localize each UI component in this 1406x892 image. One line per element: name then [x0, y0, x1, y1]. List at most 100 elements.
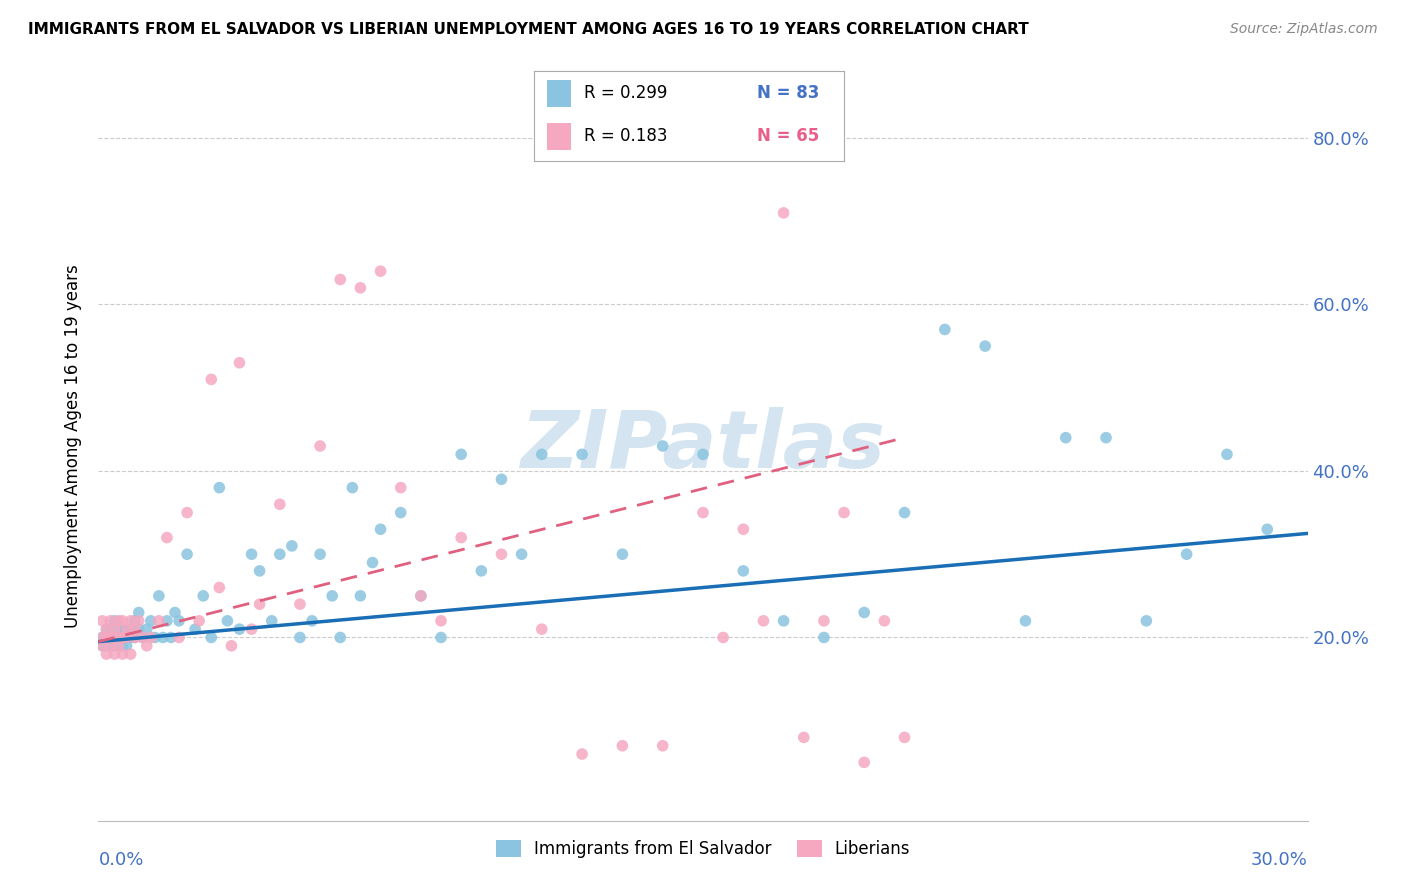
Point	[309, 547, 332, 561]
Point	[167, 631, 190, 645]
Point	[301, 614, 323, 628]
Point	[96, 631, 118, 645]
Point	[132, 631, 155, 645]
Point	[115, 622, 138, 636]
Point	[100, 631, 122, 645]
Point	[152, 631, 174, 645]
Point	[571, 447, 593, 461]
Point	[389, 506, 412, 520]
Point	[100, 622, 122, 636]
Point	[269, 497, 291, 511]
Point	[107, 631, 129, 645]
Point	[281, 539, 304, 553]
Point	[128, 614, 150, 628]
Point	[135, 622, 157, 636]
Point	[530, 447, 553, 461]
Point	[612, 547, 634, 561]
Text: R = 0.183: R = 0.183	[583, 128, 668, 145]
Point	[103, 631, 125, 645]
Point	[249, 597, 271, 611]
Text: ZIPatlas: ZIPatlas	[520, 407, 886, 485]
Point	[156, 614, 179, 628]
Point	[111, 622, 134, 636]
Point	[148, 589, 170, 603]
Point	[450, 531, 472, 545]
Point	[156, 531, 179, 545]
Point	[100, 631, 122, 645]
Point	[288, 597, 311, 611]
Point	[124, 622, 146, 636]
Point	[111, 639, 134, 653]
Point	[184, 622, 207, 636]
Legend: Immigrants from El Salvador, Liberians: Immigrants from El Salvador, Liberians	[489, 833, 917, 864]
Point	[96, 631, 118, 645]
Point	[249, 564, 271, 578]
Point	[692, 447, 714, 461]
Point	[115, 639, 138, 653]
Point	[120, 622, 142, 636]
Text: 30.0%: 30.0%	[1251, 851, 1308, 869]
Point	[711, 631, 734, 645]
Point	[309, 439, 332, 453]
Point	[91, 631, 114, 645]
Point	[135, 639, 157, 653]
Point	[221, 639, 243, 653]
Point	[111, 631, 134, 645]
Point	[692, 506, 714, 520]
Point	[163, 606, 186, 620]
Point	[124, 631, 146, 645]
Point	[188, 614, 211, 628]
Point	[651, 739, 673, 753]
Point	[1095, 431, 1118, 445]
Point	[370, 522, 392, 536]
Point	[793, 731, 815, 745]
Point	[124, 614, 146, 628]
Point	[491, 547, 513, 561]
Point	[91, 639, 114, 653]
Point	[111, 614, 134, 628]
Point	[100, 639, 122, 653]
Point	[510, 547, 533, 561]
Point	[342, 481, 364, 495]
Point	[228, 356, 250, 370]
Text: N = 83: N = 83	[756, 84, 820, 103]
Point	[772, 614, 794, 628]
Point	[361, 556, 384, 570]
Point	[96, 622, 118, 636]
Point	[143, 631, 166, 645]
Point	[91, 631, 114, 645]
Point	[893, 731, 915, 745]
Point	[430, 614, 453, 628]
Point	[148, 614, 170, 628]
Point	[96, 622, 118, 636]
Point	[389, 481, 412, 495]
Point	[107, 639, 129, 653]
Point	[1175, 547, 1198, 561]
Point	[103, 631, 125, 645]
Point	[115, 631, 138, 645]
Text: 0.0%: 0.0%	[98, 851, 143, 869]
Point	[893, 506, 915, 520]
Point	[167, 614, 190, 628]
Point	[120, 614, 142, 628]
Point	[120, 631, 142, 645]
Point	[91, 639, 114, 653]
Point	[832, 506, 855, 520]
Point	[370, 264, 392, 278]
Point	[349, 589, 371, 603]
Point	[91, 614, 114, 628]
Bar	[547, 123, 571, 150]
Point	[934, 322, 956, 336]
Point	[974, 339, 997, 353]
Text: N = 65: N = 65	[756, 128, 820, 145]
Point	[200, 372, 222, 386]
Point	[96, 639, 118, 653]
Point	[124, 631, 146, 645]
Point	[176, 547, 198, 561]
Point	[1216, 447, 1239, 461]
Point	[208, 481, 231, 495]
Point	[571, 747, 593, 761]
Point	[200, 631, 222, 645]
Point	[430, 631, 453, 645]
Point	[103, 614, 125, 628]
